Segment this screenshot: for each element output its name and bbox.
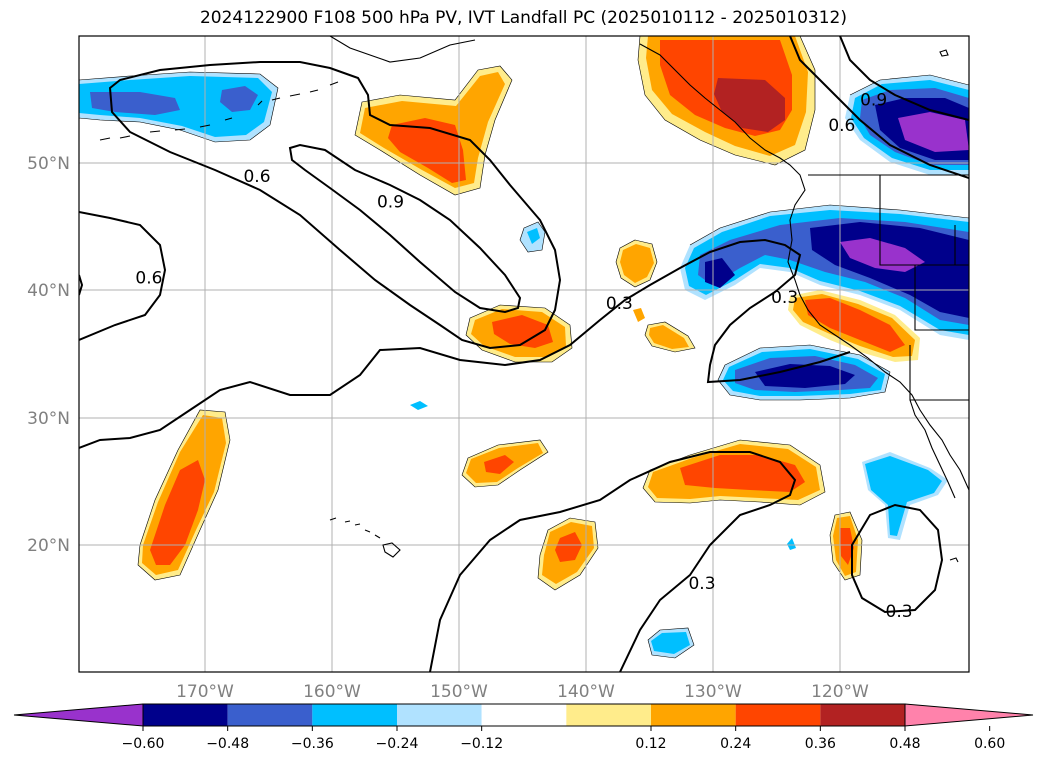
contour-label: 0.3	[886, 602, 913, 622]
colorbar-tick-labels: −0.60 −0.48 −0.36 −0.24 −0.12 0.12 0.24 0.36 0.4…	[122, 726, 1005, 752]
pv-contours	[79, 36, 969, 672]
colorbar-segment	[651, 704, 736, 726]
lat-label-40n: 40°N	[27, 281, 70, 301]
colorbar-segment	[227, 704, 313, 726]
colorbar-segment	[820, 704, 905, 726]
contour-label: 0.6	[135, 269, 162, 289]
contour-label: 0.6	[828, 116, 855, 136]
contour-label: 0.3	[688, 574, 715, 594]
lon-label-160w: 160°W	[303, 682, 361, 702]
lat-label-50n: 50°N	[27, 154, 70, 174]
colorbar-segment	[397, 704, 482, 726]
contour-label: 0.6	[243, 167, 270, 187]
lon-label-170w: 170°W	[176, 682, 234, 702]
latitude-labels: 50°N 40°N 30°N 20°N	[27, 154, 70, 556]
colorbar-segment	[312, 704, 397, 726]
colorbar-tick-label: −0.36	[291, 736, 334, 752]
colorbar: −0.60 −0.48 −0.36 −0.24 −0.12 0.12 0.24 0.36 0.4…	[13, 703, 1034, 752]
negative-anomaly-regions	[79, 72, 969, 658]
colorbar-tick-label: 0.36	[805, 736, 836, 752]
colorbar-outline	[142, 703, 906, 727]
gridlines	[79, 36, 969, 672]
colorbar-segment	[566, 704, 651, 726]
colorbar-tick-label: −0.48	[206, 736, 249, 752]
longitude-labels: 170°W 160°W 150°W 140°W 130°W 120°W	[176, 682, 869, 702]
contour-label: 0.3	[606, 294, 633, 314]
contour-label: 0.9	[860, 91, 887, 111]
contour-labels: 0.60.90.60.3 0.30.90.60.30.3	[135, 91, 913, 622]
lat-label-30n: 30°N	[27, 409, 70, 429]
anomaly-outlines	[79, 36, 969, 659]
colorbar-tick-label: −0.60	[122, 736, 165, 752]
colorbar-tick-label: 0.12	[635, 736, 666, 752]
positive-anomaly-regions	[138, 36, 920, 590]
map-title: 2024122900 F108 500 hPa PV, IVT Landfall…	[199, 8, 847, 28]
colorbar-tick-label: −0.12	[460, 736, 503, 752]
lat-label-20n: 20°N	[27, 536, 70, 556]
colorbar-tick-label: 0.48	[889, 736, 920, 752]
colorbar-segment	[143, 704, 228, 726]
coastlines	[99, 36, 969, 563]
map-area: 0.60.90.60.3 0.30.90.60.30.3	[79, 36, 969, 672]
colorbar-segment	[481, 704, 567, 726]
colorbar-tick-label: −0.24	[376, 736, 419, 752]
colorbar-extend-left	[13, 703, 144, 727]
map-frame	[78, 35, 970, 673]
lon-label-120w: 120°W	[811, 682, 869, 702]
colorbar-tick-label: 0.24	[720, 736, 751, 752]
colorbar-extend-right	[904, 703, 1034, 727]
lon-label-130w: 130°W	[684, 682, 742, 702]
lon-label-140w: 140°W	[557, 682, 615, 702]
contour-label: 0.3	[771, 288, 798, 308]
colorbar-segments	[13, 703, 1034, 727]
lon-label-150w: 150°W	[430, 682, 488, 702]
contour-label: 0.9	[377, 192, 404, 212]
colorbar-tick-label: 0.60	[974, 736, 1005, 752]
colorbar-segment	[735, 704, 821, 726]
